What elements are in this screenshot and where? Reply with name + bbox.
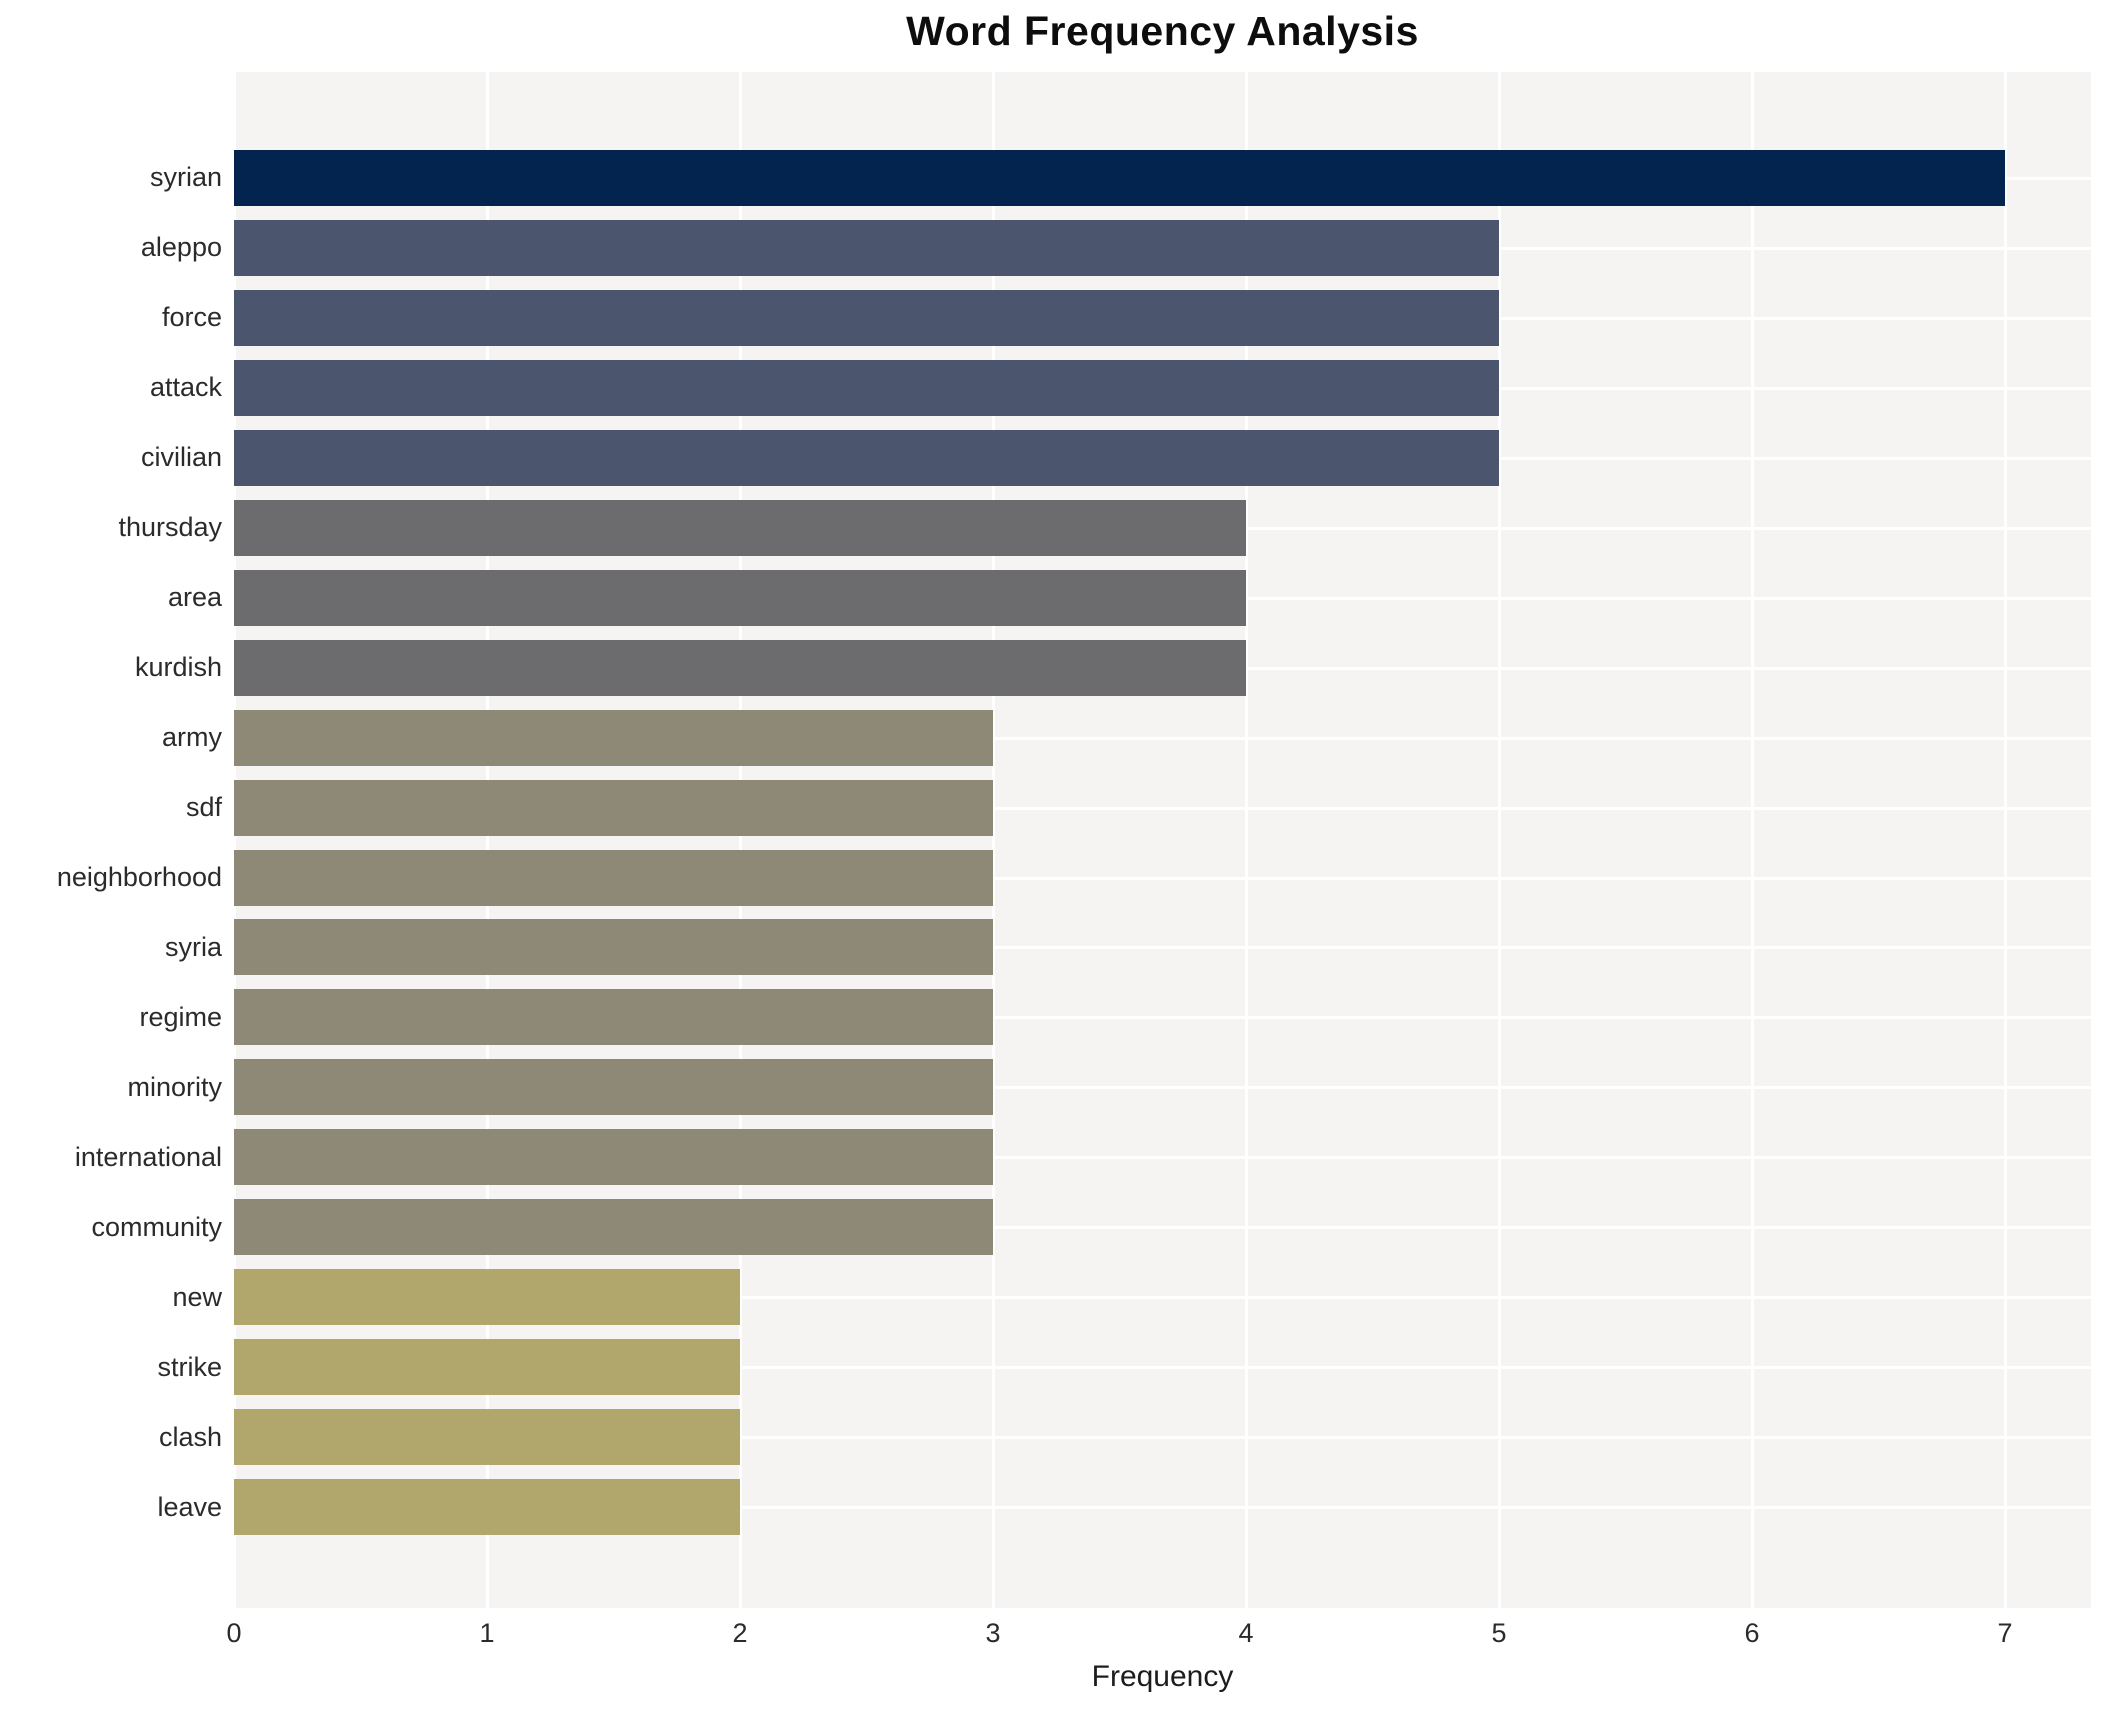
x-tick-0: 0 bbox=[226, 1618, 242, 1648]
y-label-kurdish: kurdish bbox=[134, 652, 222, 683]
y-label-leave: leave bbox=[157, 1491, 222, 1522]
y-label-force: force bbox=[161, 302, 222, 333]
horizontal-gridline bbox=[234, 806, 2091, 810]
horizontal-gridline bbox=[234, 1366, 2091, 1370]
bar-row bbox=[234, 633, 2091, 703]
x-tick-4: 4 bbox=[1238, 1618, 1254, 1648]
y-label-regime: regime bbox=[139, 1001, 222, 1032]
x-axis-ticks: 0 1 2 3 4 5 6 7 bbox=[0, 1618, 2113, 1654]
y-label-strike: strike bbox=[157, 1351, 222, 1382]
y-label-international: international bbox=[74, 1141, 222, 1172]
y-label-thursday: thursday bbox=[118, 512, 222, 543]
x-tick-2: 2 bbox=[732, 1618, 748, 1648]
y-label-aleppo: aleppo bbox=[140, 232, 222, 263]
y-label-syrian: syrian bbox=[149, 162, 222, 193]
bar-thursday bbox=[234, 499, 1246, 556]
horizontal-gridline bbox=[234, 876, 2091, 880]
x-axis-label: Frequency bbox=[1091, 1660, 1234, 1693]
x-tick-7: 7 bbox=[1997, 1618, 2013, 1648]
y-axis-labels: syrian aleppo force attack civilian thursday a… bbox=[0, 72, 222, 1608]
bar-row bbox=[234, 982, 2091, 1052]
bar-syria bbox=[234, 919, 993, 976]
bar-minority bbox=[234, 1059, 993, 1116]
bar-row bbox=[234, 843, 2091, 913]
bar-sdf bbox=[234, 779, 993, 836]
x-tick-3: 3 bbox=[985, 1618, 1001, 1648]
y-label-community: community bbox=[91, 1211, 222, 1242]
bar-row bbox=[234, 912, 2091, 982]
vertical-gridline bbox=[991, 72, 995, 1608]
bar-row bbox=[234, 1472, 2091, 1542]
horizontal-gridline bbox=[234, 1296, 2091, 1300]
horizontal-gridline bbox=[234, 1086, 2091, 1090]
vertical-gridline bbox=[1750, 72, 1754, 1608]
vertical-gridline bbox=[738, 72, 742, 1608]
horizontal-gridline bbox=[234, 946, 2091, 950]
y-label-new: new bbox=[172, 1281, 222, 1312]
bar-row bbox=[234, 353, 2091, 423]
bar-row bbox=[234, 213, 2091, 283]
bar-row bbox=[234, 423, 2091, 493]
bar-strike bbox=[234, 1339, 740, 1396]
plot-area bbox=[233, 72, 2091, 1608]
bar-row bbox=[234, 703, 2091, 773]
bar-rows bbox=[234, 72, 2091, 1608]
bar-force bbox=[234, 289, 1499, 346]
bar-international bbox=[234, 1129, 993, 1186]
x-tick-6: 6 bbox=[1744, 1618, 1760, 1648]
bar-civilian bbox=[234, 429, 1499, 486]
bar-row bbox=[234, 773, 2091, 843]
bar-community bbox=[234, 1199, 993, 1256]
y-label-sdf: sdf bbox=[185, 792, 222, 823]
bar-neighborhood bbox=[234, 849, 993, 906]
vertical-gridline bbox=[233, 72, 236, 1608]
horizontal-gridline bbox=[234, 1506, 2091, 1510]
y-label-civilian: civilian bbox=[140, 442, 222, 473]
bar-attack bbox=[234, 359, 1499, 416]
bar-row bbox=[234, 283, 2091, 353]
bar-row bbox=[234, 1332, 2091, 1402]
horizontal-gridline bbox=[234, 1226, 2091, 1230]
bar-regime bbox=[234, 989, 993, 1046]
bar-row bbox=[234, 1402, 2091, 1472]
bar-row bbox=[234, 1262, 2091, 1332]
bar-army bbox=[234, 709, 993, 766]
y-label-clash: clash bbox=[158, 1421, 222, 1452]
bar-row bbox=[234, 1052, 2091, 1122]
horizontal-gridline bbox=[234, 1436, 2091, 1440]
x-tick-5: 5 bbox=[1491, 1618, 1507, 1648]
x-tick-1: 1 bbox=[479, 1618, 495, 1648]
bar-row bbox=[234, 1122, 2091, 1192]
bar-clash bbox=[234, 1409, 740, 1466]
horizontal-gridline bbox=[234, 1016, 2091, 1020]
bar-leave bbox=[234, 1479, 740, 1536]
bar-kurdish bbox=[234, 639, 1246, 696]
bar-aleppo bbox=[234, 219, 1499, 276]
y-label-minority: minority bbox=[127, 1071, 222, 1102]
y-label-attack: attack bbox=[149, 372, 222, 403]
y-label-area: area bbox=[167, 582, 222, 613]
vertical-gridline bbox=[2003, 72, 2007, 1608]
bar-row bbox=[234, 493, 2091, 563]
bar-area bbox=[234, 569, 1246, 626]
bar-row bbox=[234, 143, 2091, 213]
y-label-neighborhood: neighborhood bbox=[56, 862, 222, 892]
bar-new bbox=[234, 1269, 740, 1326]
horizontal-gridline bbox=[234, 736, 2091, 740]
vertical-gridline bbox=[1244, 72, 1248, 1608]
vertical-gridline bbox=[1497, 72, 1501, 1608]
y-label-army: army bbox=[162, 722, 222, 753]
bar-syrian bbox=[234, 149, 2005, 206]
horizontal-gridline bbox=[234, 1156, 2091, 1160]
bar-row bbox=[234, 563, 2091, 633]
chart-title: Word Frequency Analysis bbox=[906, 8, 1419, 54]
y-label-syria: syria bbox=[164, 931, 222, 962]
bar-row bbox=[234, 1192, 2091, 1262]
vertical-gridline bbox=[485, 72, 489, 1608]
